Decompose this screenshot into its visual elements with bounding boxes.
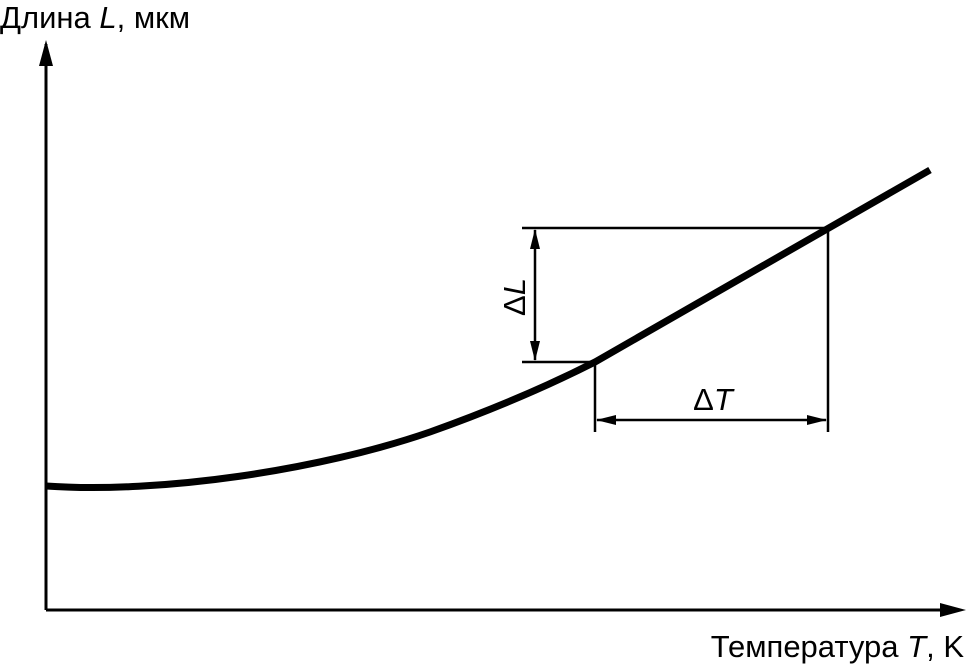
delta-t-label: ΔT: [693, 382, 735, 417]
delta-sign: Δ: [693, 382, 714, 417]
x-axis-arrow: [940, 603, 966, 617]
label-symbol: L: [99, 0, 116, 35]
label-text: Длина: [0, 0, 99, 35]
y-axis-label: Длина L, мкм: [0, 0, 190, 35]
label-symbol: T: [714, 382, 735, 417]
delta-l-label: ΔL: [497, 278, 532, 316]
curve: [45, 166, 932, 492]
x-axis-label: Температура T, K: [711, 629, 965, 664]
label-symbol: L: [497, 278, 532, 295]
delta-sign: Δ: [497, 295, 532, 316]
label-symbol: T: [907, 629, 928, 664]
label-unit: , мкм: [117, 0, 190, 35]
y-axis-arrow: [39, 40, 53, 66]
label-text: Температура: [711, 629, 907, 664]
label-unit: , K: [926, 629, 964, 664]
